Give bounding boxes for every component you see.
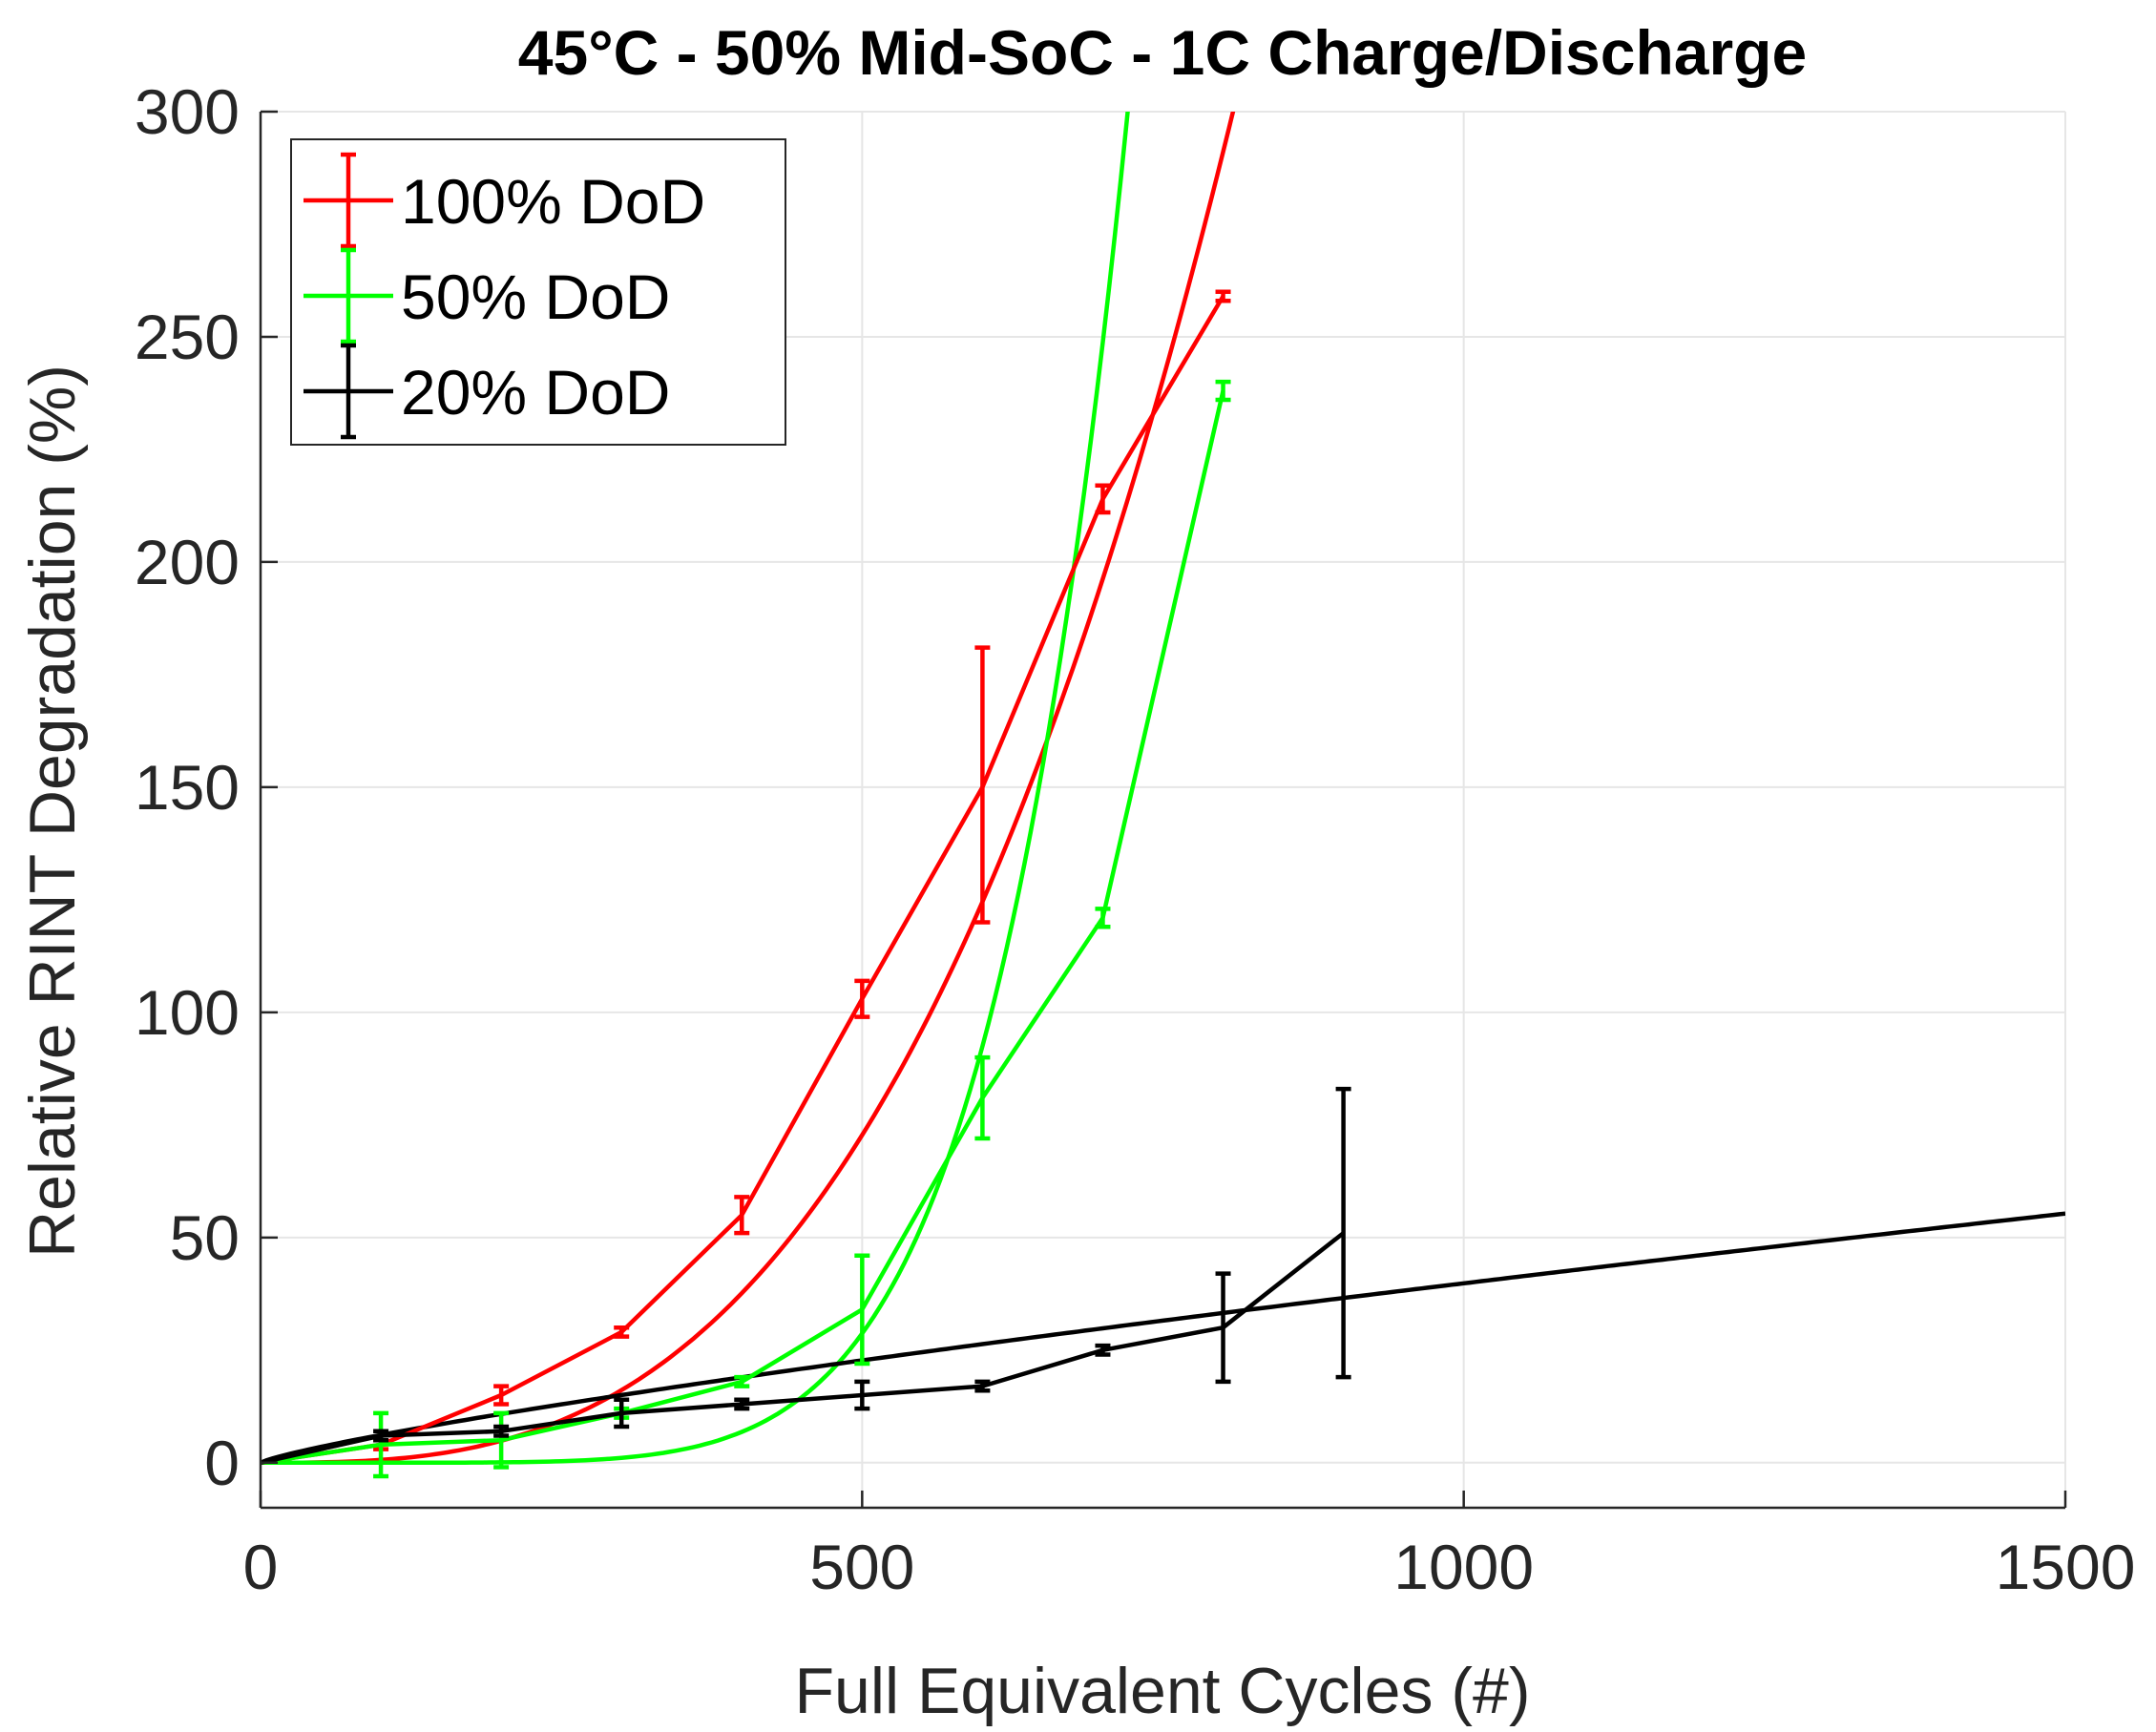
legend-item: 50% DoD [304, 247, 670, 344]
y-tick-label: 50 [170, 1202, 240, 1273]
error-bar [493, 1410, 510, 1470]
y-tick-label: 200 [135, 527, 240, 597]
y-tick-label: 300 [135, 76, 240, 147]
error-bar [1095, 1343, 1111, 1357]
error-bar [1215, 289, 1231, 303]
error-bar [1215, 1271, 1231, 1385]
legend-label: 50% DoD [401, 261, 670, 332]
error-bar [1095, 483, 1111, 515]
x-tick-label: 1000 [1393, 1532, 1534, 1602]
y-axis-label: Relative RINT Degradation (%) [16, 365, 89, 1258]
y-tick-label: 100 [135, 977, 240, 1048]
error-bar [493, 1384, 510, 1407]
legend-label: 100% DoD [401, 166, 705, 237]
error-bar [1095, 907, 1111, 929]
y-tick-label: 250 [135, 302, 240, 372]
error-bar [493, 1424, 510, 1438]
error-bar [734, 1397, 750, 1411]
x-axis-label: Full Equivalent Cycles (#) [795, 1655, 1531, 1727]
error-bar [614, 1397, 630, 1429]
error-bar [974, 1379, 991, 1393]
series-group [260, 289, 1231, 1466]
error-bar [974, 645, 991, 925]
fit-curve [261, 112, 1236, 1466]
error-bar [734, 1374, 750, 1388]
error-bar [734, 1195, 750, 1236]
legend-box [290, 138, 786, 446]
error-bar [854, 1379, 870, 1411]
axes [259, 110, 2067, 1510]
error-bar [614, 1325, 630, 1339]
error-bar [974, 1054, 991, 1141]
chart-title: 45°C - 50% Mid-SoC - 1C Charge/Discharge [518, 17, 1807, 88]
y-tick-label: 150 [135, 752, 240, 823]
legend-label: 20% DoD [401, 357, 670, 428]
series-group [260, 1086, 1351, 1465]
legend-item: 20% DoD [304, 343, 670, 440]
legend: 100% DoD 50% DoD 20% DoD [290, 138, 786, 446]
fit-curves [261, 112, 2065, 1466]
series-line [260, 1231, 1345, 1465]
legend-item: 100% DoD [304, 152, 705, 249]
y-tick-label: 0 [204, 1428, 240, 1498]
x-tick-label: 500 [809, 1532, 914, 1602]
x-tick-label: 1500 [1996, 1532, 2136, 1602]
error-bar [1335, 1086, 1351, 1380]
fit-curve [261, 1211, 2065, 1465]
data-series [260, 289, 1351, 1479]
tick-labels: 0 500 1000 1500 0 50 100 150 200 250 300 [135, 76, 2136, 1602]
fit-curve [261, 112, 1130, 1466]
series-group [260, 379, 1231, 1479]
error-bar [373, 1429, 389, 1443]
error-bar [854, 978, 870, 1019]
x-tick-label: 0 [243, 1532, 279, 1602]
error-bar [373, 1410, 389, 1479]
error-bar [1215, 379, 1231, 403]
error-bar [854, 1253, 870, 1367]
